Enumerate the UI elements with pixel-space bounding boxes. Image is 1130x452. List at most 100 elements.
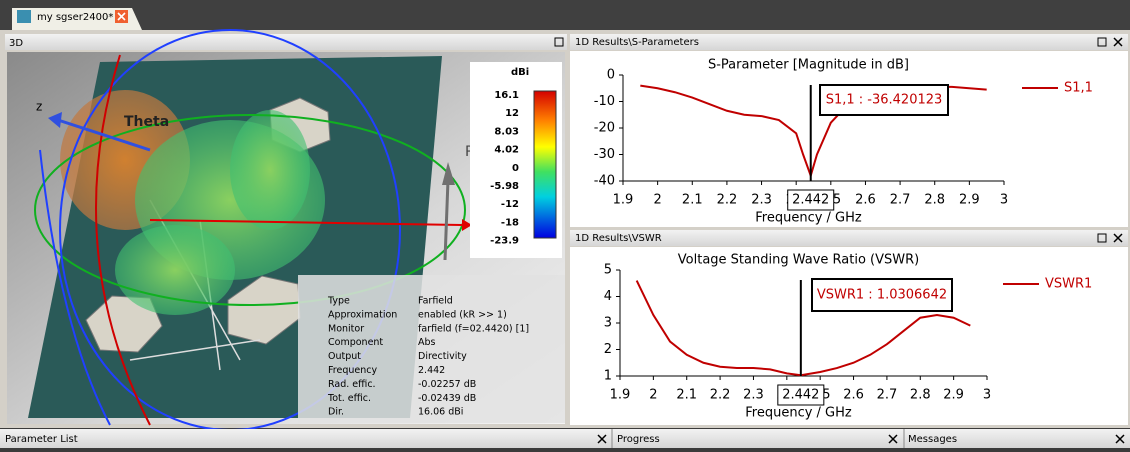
- x-tick-label: 2.2: [717, 193, 738, 208]
- annotation: S1,1 : -36.420123: [826, 93, 943, 108]
- tab-bar: [0, 0, 1130, 30]
- marker-label: 2.442: [782, 388, 819, 403]
- colorbar-label: 0: [512, 163, 519, 174]
- marker-label-box: [777, 384, 825, 406]
- meridian: [39, 149, 111, 426]
- plot-panel: [570, 51, 1128, 227]
- x-tick-label: 2.3: [751, 193, 772, 208]
- colorbar-label: 8.03: [494, 126, 519, 137]
- close-button[interactable]: [1113, 233, 1123, 243]
- chart-title: S-Parameter [Magnitude in dB]: [708, 58, 909, 73]
- maximize-button[interactable]: [1097, 37, 1107, 47]
- patch: [85, 295, 163, 353]
- colorbar-label: 4.02: [494, 145, 519, 156]
- x-tick-label: 2.2: [710, 388, 731, 403]
- y-tick-label: 1: [604, 369, 612, 384]
- info-label: Component: [328, 337, 383, 348]
- y-tick-label: -40: [594, 174, 615, 189]
- panel-title: Parameter List: [5, 434, 78, 445]
- close-button[interactable]: [597, 434, 1125, 444]
- panel-title: Progress: [617, 434, 660, 445]
- x-axis-arrow: [149, 219, 463, 226]
- x-tick-label: 2.9: [943, 388, 964, 403]
- close-button[interactable]: [1113, 37, 1123, 47]
- info-value: -0.02439 dB: [418, 393, 476, 404]
- colorbar-label: -23.9: [490, 236, 519, 247]
- info-label: Rad. effic.: [328, 379, 376, 390]
- colorbar-label: 16.1: [494, 90, 519, 101]
- x-tick-label: 2: [649, 388, 657, 403]
- annotation-box: [811, 278, 953, 312]
- tab[interactable]: [12, 8, 142, 30]
- plot-panel: [570, 247, 1128, 425]
- x-tick-label: 2.8: [910, 388, 931, 403]
- colorbar: [533, 90, 557, 239]
- info-label: Type: [327, 296, 350, 307]
- legend-label: VSWR1: [1045, 277, 1092, 292]
- maximize-button[interactable]: [1097, 233, 1107, 243]
- colorbar-labels: 16.1 12 8.03 4.02 0 -5.98 -12 -18 -23.9: [490, 90, 519, 247]
- colorbar-label: -12: [501, 199, 519, 210]
- panel-title: Messages: [908, 434, 957, 445]
- marker-label: 2.442: [792, 193, 829, 208]
- maximize-button[interactable]: [554, 37, 564, 47]
- chart-title: Voltage Standing Wave Ratio (VSWR): [678, 253, 919, 268]
- info-label: Monitor: [328, 323, 364, 334]
- y-tick-label: 4: [604, 289, 612, 304]
- x-tick-label: 2.1: [682, 193, 703, 208]
- colorbar-label: 12: [505, 108, 519, 119]
- y-tick-label: 5: [604, 263, 612, 278]
- x-tick-label: 2.6: [843, 388, 864, 403]
- info-value: Farfield: [418, 296, 453, 307]
- panel-title-bar: [570, 34, 1128, 50]
- arrow-head: [462, 219, 472, 231]
- info-value: Abs: [418, 337, 436, 348]
- x-tick-label: 1.9: [613, 193, 634, 208]
- info-label: Tot. effic.: [327, 393, 371, 404]
- charts: 1D Results\S-Parameters S-Parameter [Magn…: [575, 37, 1093, 421]
- info-box: [298, 275, 565, 423]
- y-tick-label: 2: [604, 342, 612, 357]
- colorbar-label: -5.98: [490, 181, 519, 192]
- tab-icon: [17, 10, 31, 23]
- y-tick-label: -10: [594, 94, 615, 109]
- info-value: 2.442: [418, 365, 445, 376]
- x-tick-label: 2.9: [959, 193, 980, 208]
- x-tick-label: 2.8: [924, 193, 945, 208]
- bottom-bar: [0, 429, 1130, 448]
- y-tick-label: -20: [594, 121, 615, 136]
- x-tick-label: 2: [653, 193, 661, 208]
- panel-title: 3D: [9, 38, 23, 49]
- marker-label-box: [787, 189, 835, 211]
- tab-close-icon: [117, 12, 126, 21]
- info-value: enabled (kR >> 1): [418, 309, 507, 320]
- axis-label: Theta: [124, 114, 169, 130]
- x-tick-label: 2.1: [676, 388, 697, 403]
- annotation-box: [819, 84, 949, 116]
- info-value: Directivity: [418, 351, 467, 362]
- pattern-lobe: [230, 110, 310, 230]
- info-value: 16.06 dBi: [418, 407, 463, 418]
- info-label: Output: [328, 351, 361, 362]
- axis-label: z: [36, 100, 42, 114]
- x-tick-label: 2.3: [743, 388, 764, 403]
- tab-title: my sgser2400*: [37, 12, 113, 23]
- panel-title: 1D Results\S-Parameters: [575, 37, 699, 48]
- arrow-head: [48, 112, 62, 128]
- x-axis-label: Frequency / GHz: [745, 406, 852, 421]
- x-tick-label: 1.9: [610, 388, 631, 403]
- x-tick-label: 3: [1000, 193, 1008, 208]
- x-tick-label: 2.6: [855, 193, 876, 208]
- z-axis-arrow: [57, 118, 151, 152]
- arrow-head: [442, 162, 455, 185]
- meridian: [95, 54, 151, 426]
- y-tick-label: -30: [594, 147, 615, 162]
- legend-label: S1,1: [1064, 81, 1093, 96]
- info-label: Dir.: [328, 407, 344, 418]
- info-table: Type Farfield Approximation enabled (kR >> …: [327, 296, 529, 418]
- annotation: VSWR1 : 1.0306642: [817, 288, 947, 303]
- panel-buttons: [1097, 37, 1123, 243]
- phi-circle: [34, 114, 466, 306]
- y-tick-label: 3: [604, 316, 612, 331]
